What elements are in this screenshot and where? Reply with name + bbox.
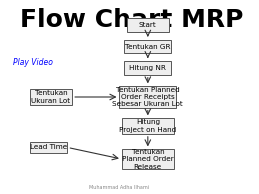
Text: Tentukan
Ukuran Lot: Tentukan Ukuran Lot [31,90,70,104]
Text: Lead Time: Lead Time [30,145,67,150]
FancyBboxPatch shape [119,86,176,108]
Text: Hitung NR: Hitung NR [130,65,166,71]
Text: Start: Start [139,22,157,28]
Text: Hitung
Project on Hand: Hitung Project on Hand [119,119,176,133]
FancyBboxPatch shape [124,40,171,53]
FancyBboxPatch shape [30,142,67,153]
Text: Tentukan Planned
Order Receipts
Sebesar Ukuran Lot: Tentukan Planned Order Receipts Sebesar … [112,87,183,107]
FancyBboxPatch shape [127,18,169,32]
FancyBboxPatch shape [122,149,174,169]
FancyBboxPatch shape [124,61,171,75]
FancyBboxPatch shape [30,89,72,105]
Text: Tentukan
Planned Order
Release: Tentukan Planned Order Release [122,149,174,170]
Text: Tentukan GR: Tentukan GR [125,44,171,49]
Text: Flow Chart MRP: Flow Chart MRP [20,8,243,32]
FancyBboxPatch shape [122,118,174,134]
Text: Muhammad Adha Ilhami: Muhammad Adha Ilhami [89,185,149,190]
Text: Play Video: Play Video [13,58,53,67]
